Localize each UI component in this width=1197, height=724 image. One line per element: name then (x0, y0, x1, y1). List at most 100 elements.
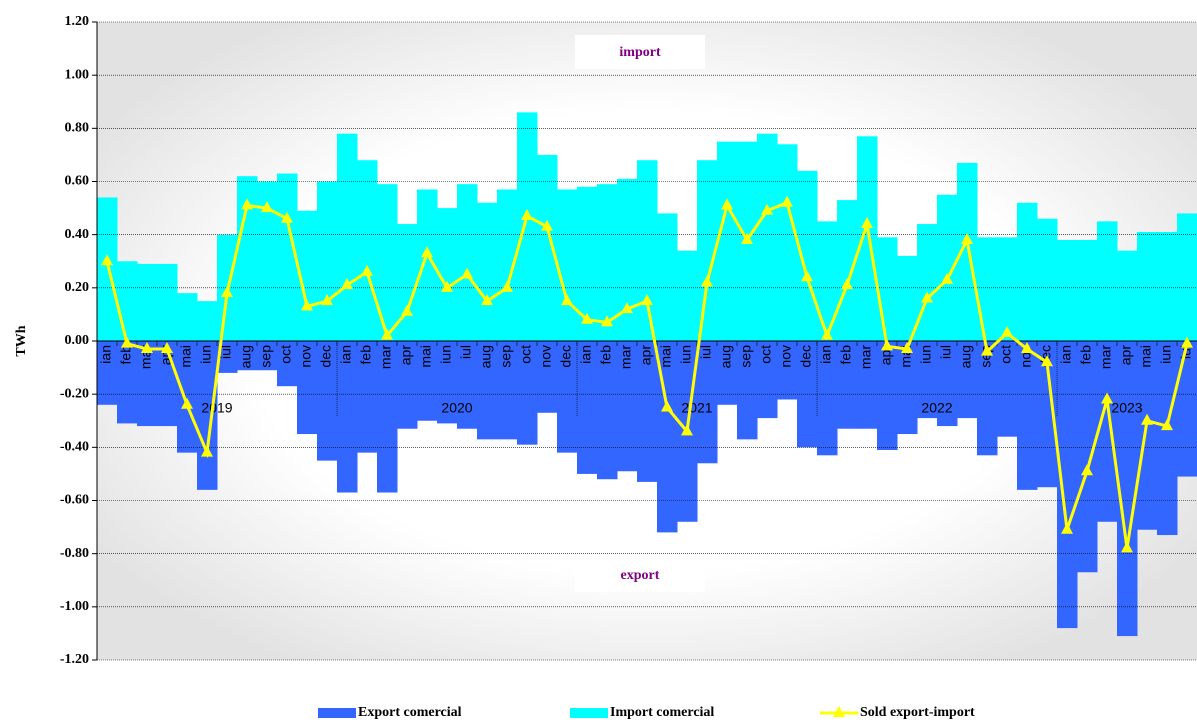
marker (1141, 413, 1153, 425)
annotation-box (575, 35, 705, 69)
x-tick-label: mar (378, 345, 394, 369)
bar (1057, 341, 1078, 629)
bar (1097, 221, 1118, 341)
x-tick-label: aug (958, 345, 974, 368)
bar (797, 170, 818, 341)
marker (841, 278, 853, 290)
bar (837, 341, 858, 429)
y-tick-label: -0.60 (60, 493, 89, 508)
bar (477, 202, 498, 341)
bar (937, 194, 958, 341)
bar (877, 341, 898, 450)
x-tick-label: feb (118, 345, 134, 365)
marker (741, 232, 753, 244)
marker (421, 246, 433, 258)
marker (701, 275, 713, 287)
x-tick-label: iun (198, 345, 214, 364)
bar (537, 341, 558, 413)
marker (161, 341, 173, 353)
marker (781, 195, 793, 207)
bar (937, 341, 958, 427)
bar (1057, 239, 1078, 341)
marker (941, 272, 953, 284)
bar (237, 341, 258, 371)
y-tick-label: 0.80 (65, 121, 90, 136)
bar (497, 341, 518, 440)
bar (257, 181, 278, 341)
bar (877, 237, 898, 341)
bar (977, 237, 998, 341)
marker (361, 264, 373, 276)
marker (601, 315, 613, 327)
bar (97, 341, 118, 405)
x-tick-label: dec (318, 345, 334, 368)
year-label: 2022 (921, 400, 952, 416)
bar (1117, 341, 1138, 637)
bar (1037, 218, 1058, 341)
bar (997, 341, 1018, 437)
bar (117, 341, 138, 424)
marker (881, 339, 893, 351)
bar (417, 341, 438, 421)
marker (521, 209, 533, 221)
x-tick-label: sep (258, 345, 274, 368)
x-tick-label: mar (618, 345, 634, 369)
y-tick-label: -1.00 (60, 599, 89, 614)
marker (221, 286, 233, 298)
bar (357, 160, 378, 341)
bar (257, 341, 278, 371)
marker (661, 400, 673, 412)
bar (377, 341, 398, 493)
marker (1161, 419, 1173, 431)
marker (861, 217, 873, 229)
x-tick-label: ian (338, 345, 354, 364)
bar (237, 176, 258, 341)
marker (341, 278, 353, 290)
bar (197, 301, 218, 341)
bar (617, 341, 638, 472)
marker (481, 294, 493, 306)
bar (1177, 213, 1197, 341)
bar (817, 221, 838, 341)
legend-label: Export comercial (358, 705, 462, 720)
bar (617, 178, 638, 341)
marker (101, 254, 113, 266)
y-tick-label: -0.80 (60, 546, 89, 561)
bar (577, 341, 598, 474)
bar (1117, 250, 1138, 341)
bar (597, 184, 618, 341)
x-tick-label: ian (98, 345, 114, 364)
marker (1181, 336, 1193, 348)
year-label: 2019 (201, 400, 232, 416)
bar (897, 341, 918, 435)
marker (721, 198, 733, 210)
marker (801, 270, 813, 282)
bar (837, 200, 858, 341)
bar (357, 341, 378, 453)
marker (961, 232, 973, 244)
x-tick-label: apr (638, 345, 654, 366)
bar (777, 144, 798, 341)
bar (437, 341, 458, 424)
bar (1077, 239, 1098, 341)
y-tick-label: -1.20 (60, 652, 89, 667)
marker (241, 198, 253, 210)
x-tick-label: ian (578, 345, 594, 364)
y-tick-label: 0.40 (65, 227, 90, 242)
bar (397, 224, 418, 341)
bar (317, 341, 338, 461)
bar (477, 341, 498, 440)
legend-swatch (833, 706, 845, 717)
y-tick-label: 1.20 (65, 14, 90, 29)
legend-label: Import comercial (610, 705, 714, 720)
x-tick-label: feb (598, 345, 614, 365)
bar (857, 341, 878, 429)
bar (337, 341, 358, 493)
y-tick-label: 0.60 (65, 174, 90, 189)
x-tick-label: ian (818, 345, 834, 364)
y-tick-label: 0.00 (65, 333, 90, 348)
bar (557, 341, 578, 453)
x-tick-label: mai (418, 345, 434, 368)
marker (1021, 341, 1033, 353)
x-tick-label: iun (1158, 345, 1174, 364)
